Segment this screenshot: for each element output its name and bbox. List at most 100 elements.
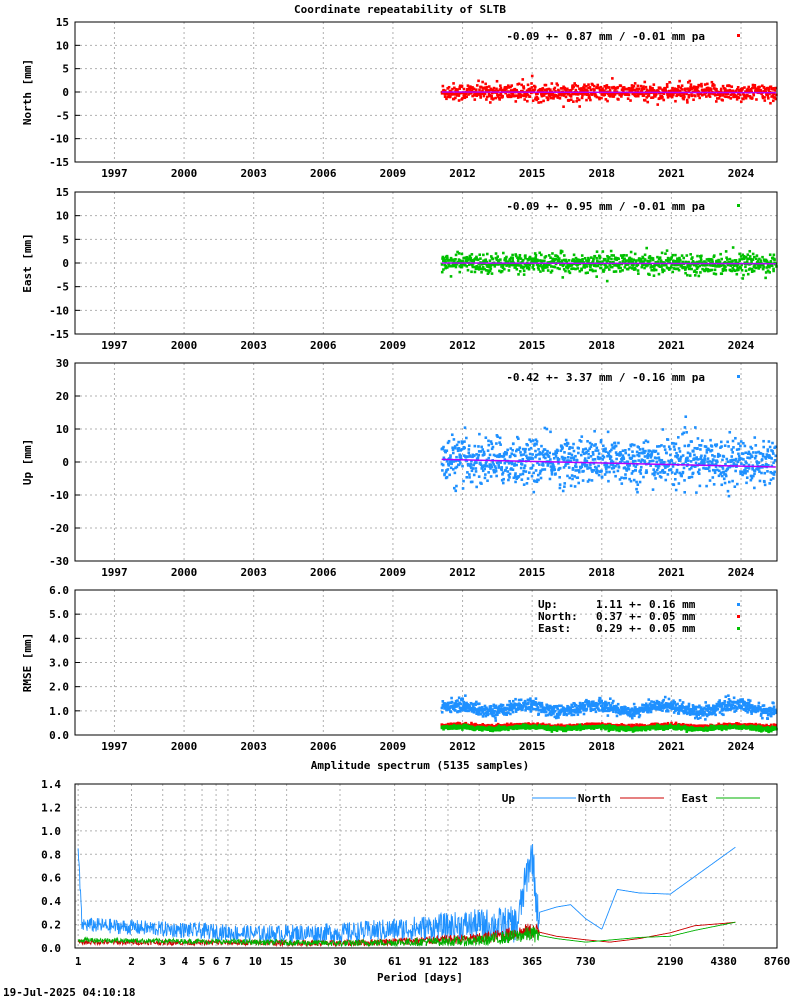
rmse-point — [488, 709, 492, 712]
rmse-point — [727, 694, 730, 697]
up-point — [626, 460, 630, 464]
rmse-point — [681, 701, 685, 704]
up-point — [566, 474, 569, 478]
up-point — [663, 445, 666, 448]
north-point — [673, 89, 676, 93]
east-point — [655, 263, 659, 267]
up-point — [541, 450, 545, 453]
up-point — [524, 447, 527, 451]
rmse-point — [661, 709, 664, 712]
rmse-point — [666, 708, 669, 711]
north-point — [736, 86, 740, 89]
north-point — [542, 94, 546, 97]
north-point — [509, 85, 512, 89]
up-point — [770, 464, 774, 468]
east-point — [680, 254, 684, 257]
north-point — [530, 82, 533, 85]
east-point — [471, 263, 474, 267]
east-point — [764, 271, 768, 274]
up-point — [591, 450, 595, 454]
east-point — [527, 258, 530, 262]
east-point — [446, 256, 449, 260]
up-point — [724, 473, 728, 476]
up-point — [572, 458, 576, 461]
east-point — [660, 251, 664, 255]
east-xtick-label: 2000 — [171, 339, 198, 352]
rmse-point — [761, 716, 764, 720]
up-point — [574, 469, 578, 472]
up-point — [743, 469, 747, 473]
east-point — [486, 272, 490, 275]
up-point — [528, 438, 531, 442]
north-point — [458, 91, 461, 95]
north-point — [482, 94, 486, 98]
up-point — [703, 462, 706, 465]
up-point — [628, 464, 632, 467]
up-point — [511, 468, 515, 471]
up-point — [637, 451, 641, 455]
east-point — [477, 268, 481, 271]
up-point — [537, 453, 541, 456]
up-point — [486, 479, 489, 483]
north-point — [491, 97, 495, 100]
up-point — [659, 471, 662, 474]
up-point — [654, 464, 658, 468]
east-point — [562, 263, 566, 266]
up-point — [624, 449, 627, 452]
north-point — [724, 87, 727, 91]
east-point — [750, 267, 754, 271]
north-point — [555, 82, 559, 85]
up-point — [573, 485, 577, 488]
north-point — [565, 89, 568, 93]
rmse-point — [738, 704, 741, 708]
north-point — [454, 87, 458, 91]
rmse-ytick-label: 1.0 — [49, 705, 69, 718]
north-point — [724, 92, 728, 96]
north-point — [742, 97, 745, 101]
up-point — [558, 475, 561, 479]
up-point — [523, 466, 526, 470]
east-point — [446, 259, 450, 262]
up-point — [531, 439, 535, 442]
up-point — [521, 447, 525, 451]
up-point — [557, 458, 561, 461]
up-point — [484, 436, 488, 439]
up-point — [610, 443, 614, 447]
rmse-point — [502, 711, 506, 715]
east-point — [648, 273, 651, 276]
east-point — [576, 267, 580, 270]
north-point — [687, 93, 691, 97]
up-point — [461, 464, 464, 468]
up-point — [648, 459, 652, 463]
up-point — [699, 456, 703, 459]
up-point — [761, 454, 765, 458]
rmse-point — [678, 699, 682, 702]
up-point — [461, 487, 465, 490]
north-point — [692, 85, 696, 89]
east-point — [606, 259, 610, 263]
east-point — [453, 259, 456, 263]
east-point — [456, 250, 459, 254]
up-point — [543, 468, 547, 471]
east-point — [669, 266, 672, 270]
up-point — [492, 453, 496, 457]
up-point — [747, 450, 751, 454]
rmse-point — [724, 695, 728, 699]
north-point — [597, 86, 600, 90]
north-point — [507, 84, 510, 87]
north-point — [576, 84, 580, 88]
rmse-point — [450, 696, 453, 700]
up-point — [450, 462, 453, 466]
up-point — [655, 456, 658, 460]
north-point — [753, 83, 757, 87]
east-point — [718, 260, 722, 264]
rmse-point — [496, 722, 500, 726]
north-point — [483, 92, 487, 95]
east-point — [770, 264, 774, 268]
up-point — [689, 466, 693, 470]
up-point — [534, 469, 538, 472]
rmse-point — [721, 708, 725, 712]
up-point — [737, 455, 741, 458]
east-point — [522, 269, 526, 273]
rmse-point — [661, 700, 665, 703]
